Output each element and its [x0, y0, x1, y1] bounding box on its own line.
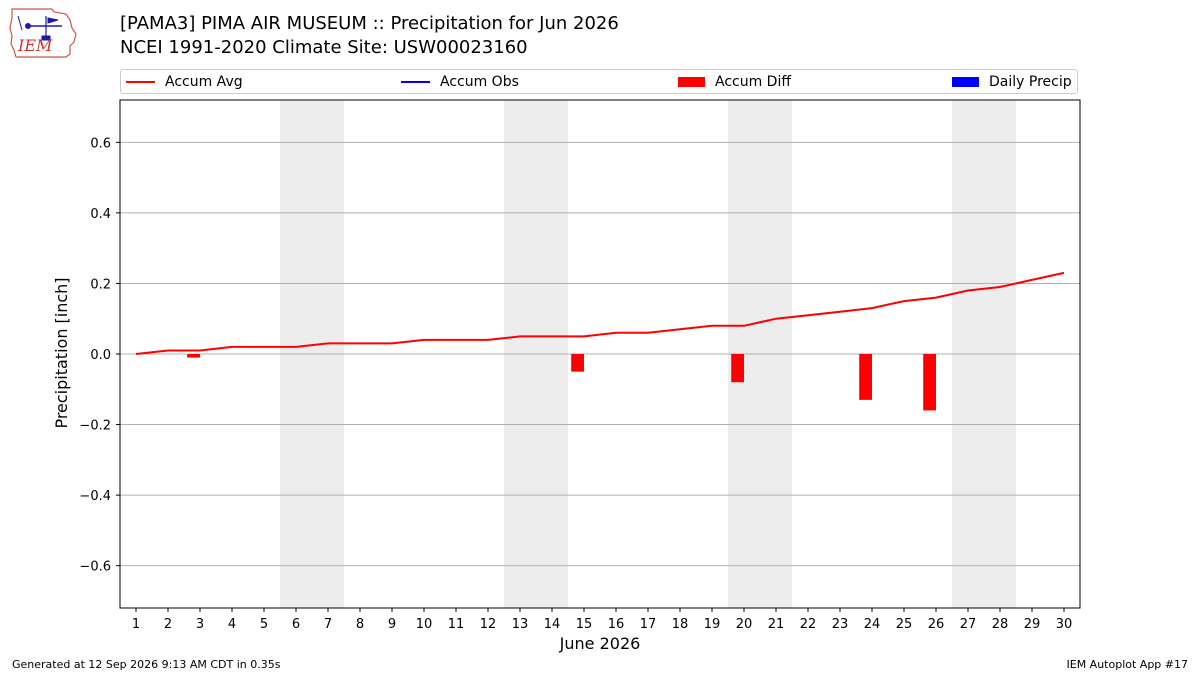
iowa-outline [9, 8, 77, 58]
x-tick-label: 8 [356, 617, 364, 632]
x-tick-label: 10 [416, 617, 433, 632]
chart-title: [PAMA3] PIMA AIR MUSEUM :: Precipitation… [120, 13, 619, 34]
weekend-shading-layer [280, 100, 1016, 608]
accum-avg-series [135, 271, 1065, 355]
chart-subtitle: NCEI 1991-2020 Climate Site: USW00023160 [120, 37, 528, 58]
weekend-band-27-28 [952, 100, 1016, 608]
legend-item-accum-diff: Accum Diff [678, 70, 791, 93]
x-tick-label: 22 [800, 617, 817, 632]
legend-item-accum-obs: Accum Obs [401, 70, 519, 93]
legend-label-accum-obs: Accum Obs [440, 73, 519, 90]
legend-label-accum-diff: Accum Diff [715, 73, 792, 90]
x-tick-label: 1 [132, 617, 140, 632]
x-tick-label: 11 [448, 617, 465, 632]
x-tick-label: 30 [1056, 617, 1073, 632]
x-tick-label: 27 [960, 617, 977, 632]
y-tick-label: 0.6 [90, 136, 111, 151]
y-tick-label: 0.4 [90, 207, 111, 222]
weekend-band-13-14 [504, 100, 568, 608]
axes: −0.6−0.4−0.20.00.20.40.61 2 3 4 5 6 7 8 9 10 11 12 1… [79, 99, 1081, 632]
x-tick-label: 18 [672, 617, 689, 632]
gridlines [120, 141, 1080, 567]
x-tick-label: 16 [608, 617, 625, 632]
x-tick-label: 17 [640, 617, 657, 632]
accum-diff-bars [187, 354, 936, 411]
x-tick-label: 15 [576, 617, 593, 632]
x-tick-label: 3 [196, 617, 204, 632]
legend-swatch-daily-precip [952, 76, 979, 87]
x-tick-label: 19 [704, 617, 721, 632]
x-tick-label: 29 [1024, 617, 1041, 632]
iem-logo: IEM [9, 8, 77, 58]
legend-label-accum-avg: Accum Avg [165, 73, 243, 90]
x-tick-label: 5 [260, 617, 268, 632]
y-tick-label: −0.2 [79, 419, 111, 434]
legend-item-accum-avg: Accum Avg [126, 70, 243, 93]
legend-label-daily-precip: Daily Precip [989, 73, 1072, 90]
legend-item-daily-precip: Daily Precip [952, 70, 1072, 93]
y-axis-label: Precipitation [inch] [52, 277, 71, 428]
logo-text: IEM [17, 36, 53, 55]
weekend-band-20-21 [728, 100, 792, 608]
legend-swatch-accum-avg [126, 80, 155, 83]
x-tick-label: 6 [292, 617, 300, 632]
x-tick-label: 7 [324, 617, 332, 632]
legend: Accum Avg Accum Obs Accum Diff Daily Pre… [120, 69, 1078, 94]
plot-frame [119, 99, 1081, 609]
x-tick-label: 20 [736, 617, 753, 632]
x-tick-label: 21 [768, 617, 785, 632]
x-tick-label: 24 [864, 617, 881, 632]
x-tick-label: 28 [992, 617, 1009, 632]
y-tick-label: 0.0 [90, 348, 111, 363]
accum-diff-bar [923, 354, 936, 411]
legend-swatch-accum-diff [678, 76, 705, 87]
y-tick-label: 0.2 [90, 277, 111, 292]
y-tick-label: −0.6 [79, 560, 111, 575]
x-tick-label: 4 [228, 617, 236, 632]
accum-diff-bar [187, 354, 200, 358]
accum-avg-line [135, 271, 1065, 355]
accum-diff-bar [859, 354, 872, 400]
x-tick-label: 26 [928, 617, 945, 632]
x-tick-label: 9 [388, 617, 396, 632]
generated-note: Generated at 12 Sep 2026 9:13 AM CDT in … [12, 658, 281, 671]
app-credit: IEM Autoplot App #17 [1066, 658, 1189, 671]
accum-diff-bar [571, 354, 584, 372]
legend-swatch-accum-obs [401, 80, 430, 83]
y-tick-label: −0.4 [79, 489, 111, 504]
accum-diff-bar [731, 354, 744, 383]
x-tick-label: 12 [480, 617, 497, 632]
weekend-band-6-7 [280, 100, 344, 608]
x-tick-label: 13 [512, 617, 529, 632]
x-tick-label: 25 [896, 617, 913, 632]
weather-station-icon [17, 15, 62, 41]
x-tick-label: 23 [832, 617, 849, 632]
x-tick-label: 2 [164, 617, 172, 632]
x-axis-label: June 2026 [559, 634, 641, 653]
x-tick-label: 14 [544, 617, 561, 632]
